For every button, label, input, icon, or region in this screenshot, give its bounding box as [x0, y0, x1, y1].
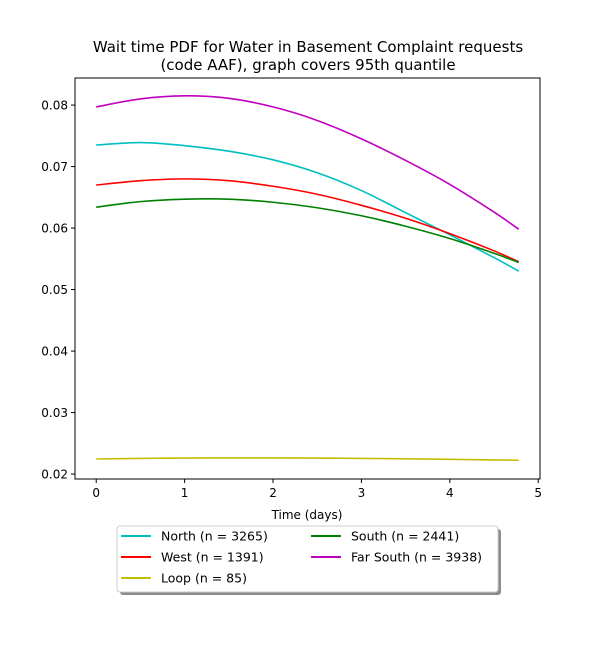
x-tick-label: 1 — [181, 486, 189, 500]
legend-items: North (n = 3265) West (n = 1391) Loop (n =… — [121, 529, 482, 586]
x-tick-label: 0 — [92, 486, 100, 500]
legend: North (n = 3265) West (n = 1391) Loop (n =… — [116, 525, 501, 595]
x-tick-label: 4 — [446, 486, 454, 500]
legend-box — [116, 525, 499, 593]
plot-area-frame — [74, 77, 541, 480]
x-tick-label: 2 — [269, 486, 277, 500]
series-line-north — [96, 141, 520, 272]
series-layer — [96, 95, 520, 462]
series-line-loop — [96, 457, 519, 462]
x-tick-label: 3 — [358, 486, 366, 500]
series-line-south — [96, 198, 520, 264]
legend-label-far-south: Far South (n = 3938) — [351, 550, 482, 565]
legend-label-north: North (n = 3265) — [161, 529, 268, 544]
ticks-layer: 0 1 2 3 4 5 0.02 0.03 0.04 0.05 0.06 0.07 0.08 — [41, 99, 542, 500]
legend-label-loop: Loop (n = 85) — [161, 571, 247, 586]
y-tick-label: 0.03 — [41, 406, 68, 420]
x-axis-label: Time (days) — [271, 508, 343, 522]
y-tick-label: 0.05 — [41, 283, 68, 297]
legend-label-south: South (n = 2441) — [351, 529, 459, 544]
legend-label-west: West (n = 1391) — [161, 550, 264, 565]
y-tick-label: 0.08 — [41, 99, 68, 113]
y-tick-label: 0.06 — [41, 222, 68, 236]
y-tick-label: 0.07 — [41, 160, 68, 174]
series-line-far-south — [96, 95, 520, 230]
y-tick-label: 0.04 — [41, 345, 68, 359]
chart-title-line-1: Wait time PDF for Water in Basement Comp… — [93, 38, 523, 56]
x-tick-label: 5 — [534, 486, 542, 500]
y-tick-label: 0.02 — [41, 468, 68, 482]
series-line-west — [96, 178, 520, 263]
chart-title-line-2: (code AAF), graph covers 95th quantile — [160, 56, 455, 74]
